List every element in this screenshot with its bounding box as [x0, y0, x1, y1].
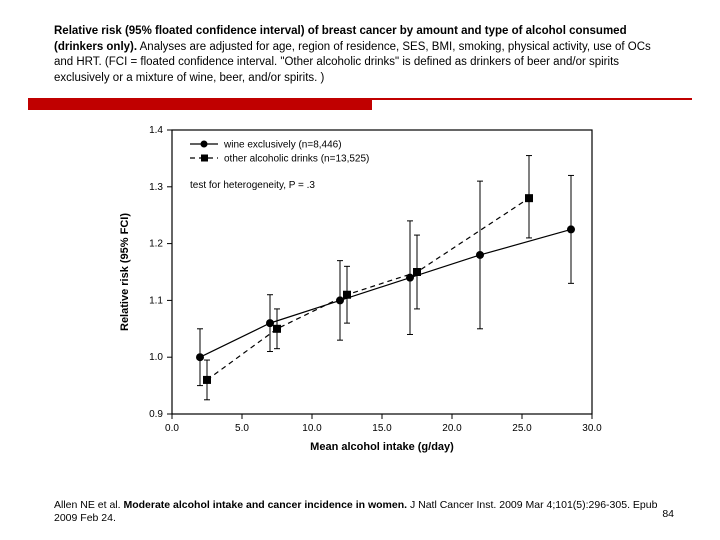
citation-title: Moderate alcohol intake and cancer incid… [123, 499, 407, 511]
svg-text:5.0: 5.0 [235, 423, 249, 434]
citation: Allen NE et al. Moderate alcohol intake … [54, 499, 666, 526]
svg-text:25.0: 25.0 [512, 423, 532, 434]
accent-bar [28, 98, 692, 110]
citation-authors: Allen NE et al. [54, 499, 123, 511]
svg-text:0.9: 0.9 [149, 409, 163, 420]
slide-number: 84 [662, 508, 674, 520]
svg-text:1.2: 1.2 [149, 239, 163, 250]
svg-text:Relative risk (95% FCI): Relative risk (95% FCI) [119, 213, 131, 331]
svg-text:1.1: 1.1 [149, 295, 163, 306]
svg-text:30.0: 30.0 [582, 423, 602, 434]
svg-text:0.0: 0.0 [165, 423, 179, 434]
svg-text:Mean alcohol intake (g/day): Mean alcohol intake (g/day) [310, 441, 454, 453]
svg-text:1.3: 1.3 [149, 182, 163, 193]
header-caption: Relative risk (95% floated confidence in… [0, 0, 720, 94]
svg-text:other alcoholic drinks (n=13,5: other alcoholic drinks (n=13,525) [224, 154, 369, 165]
svg-text:1.0: 1.0 [149, 352, 163, 363]
header-rest: Analyses are adjusted for age, region of… [54, 41, 651, 84]
svg-text:test for heterogeneity, P = .3: test for heterogeneity, P = .3 [190, 180, 315, 191]
svg-text:wine exclusively (n=8,446): wine exclusively (n=8,446) [223, 140, 342, 151]
chart-svg: 0.0 5.0 10.0 15.0 20.0 25.0 30.0 0.9 1.0 1.1 1.2 1.… [110, 118, 610, 458]
svg-text:20.0: 20.0 [442, 423, 462, 434]
svg-text:10.0: 10.0 [302, 423, 322, 434]
svg-text:15.0: 15.0 [372, 423, 392, 434]
svg-text:1.4: 1.4 [149, 125, 163, 136]
chart: 0.0 5.0 10.0 15.0 20.0 25.0 30.0 0.9 1.0 1.1 1.2 1.… [110, 118, 610, 458]
